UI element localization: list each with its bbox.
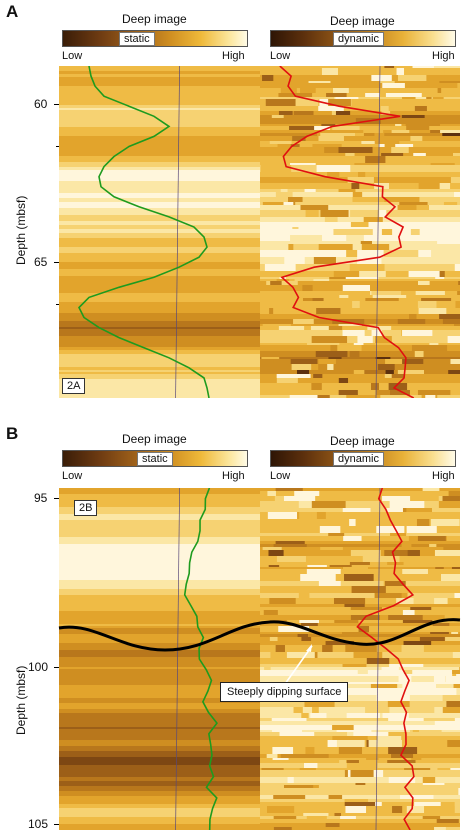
panel-b-tick-label-95: 95 (34, 491, 48, 505)
panel-a-static-colorbar: static (62, 30, 248, 47)
steeply-dipping-surface-callout: Steeply dipping surface (220, 682, 349, 702)
panel-a-dynamic-image-track (260, 66, 460, 398)
panel-b-static-image-track (59, 488, 260, 830)
panel-a-dynamic-colorbar-title: Deep image (330, 14, 395, 28)
panel-a-static-high: High (222, 50, 245, 62)
panel-a-tick-label-60: 60 (34, 97, 48, 111)
panel-a-tick-65 (54, 262, 59, 263)
panel-a-dynamic-colorbar: dynamic (270, 30, 456, 47)
panel-b-tick-105 (54, 824, 59, 825)
panel-a-tick-label-65: 65 (34, 255, 48, 269)
panel-a-tick-60 (54, 104, 59, 105)
panel-a-dynamic-low: Low (270, 50, 291, 62)
panel-b-inset-label: 2B (74, 500, 98, 516)
panel-a-dynamic-high: High (432, 50, 455, 62)
panel-b-static-colorbar: static (62, 450, 248, 467)
panel-b-dynamic-colorbar-label: dynamic (333, 452, 384, 466)
panel-b-dynamic-low: Low (270, 470, 291, 482)
panel-b-tick-label-100: 100 (28, 660, 49, 674)
panel-b-dynamic-high: High (432, 470, 455, 482)
panel-b-static-colorbar-title: Deep image (122, 432, 187, 446)
panel-b-dynamic-image-track (260, 488, 460, 830)
panel-a-static-colorbar-label: static (119, 32, 155, 46)
panel-a-static-colorbar-title: Deep image (122, 12, 187, 26)
panel-a-dynamic-colorbar-label: dynamic (333, 32, 384, 46)
panel-a-static-image-track (59, 66, 260, 398)
panel-b-static-low: Low (62, 470, 83, 482)
panel-b-static-high: High (222, 470, 245, 482)
panel-b-tick-95 (54, 498, 59, 499)
panel-b-letter: B (6, 424, 19, 443)
panel-a-letter: A (6, 2, 19, 21)
panel-a-minor-tick (56, 304, 59, 305)
panel-b-static-colorbar-label: static (137, 452, 173, 466)
panel-b-tick-label-105: 105 (28, 817, 49, 831)
panel-a-inset-label: 2A (62, 378, 86, 394)
panel-b-dynamic-colorbar: dynamic (270, 450, 456, 467)
panel-b-dynamic-colorbar-title: Deep image (330, 434, 395, 448)
panel-b-tick-100 (54, 667, 59, 668)
panel-a-static-low: Low (62, 50, 83, 62)
panel-a-minor-tick (56, 146, 59, 147)
